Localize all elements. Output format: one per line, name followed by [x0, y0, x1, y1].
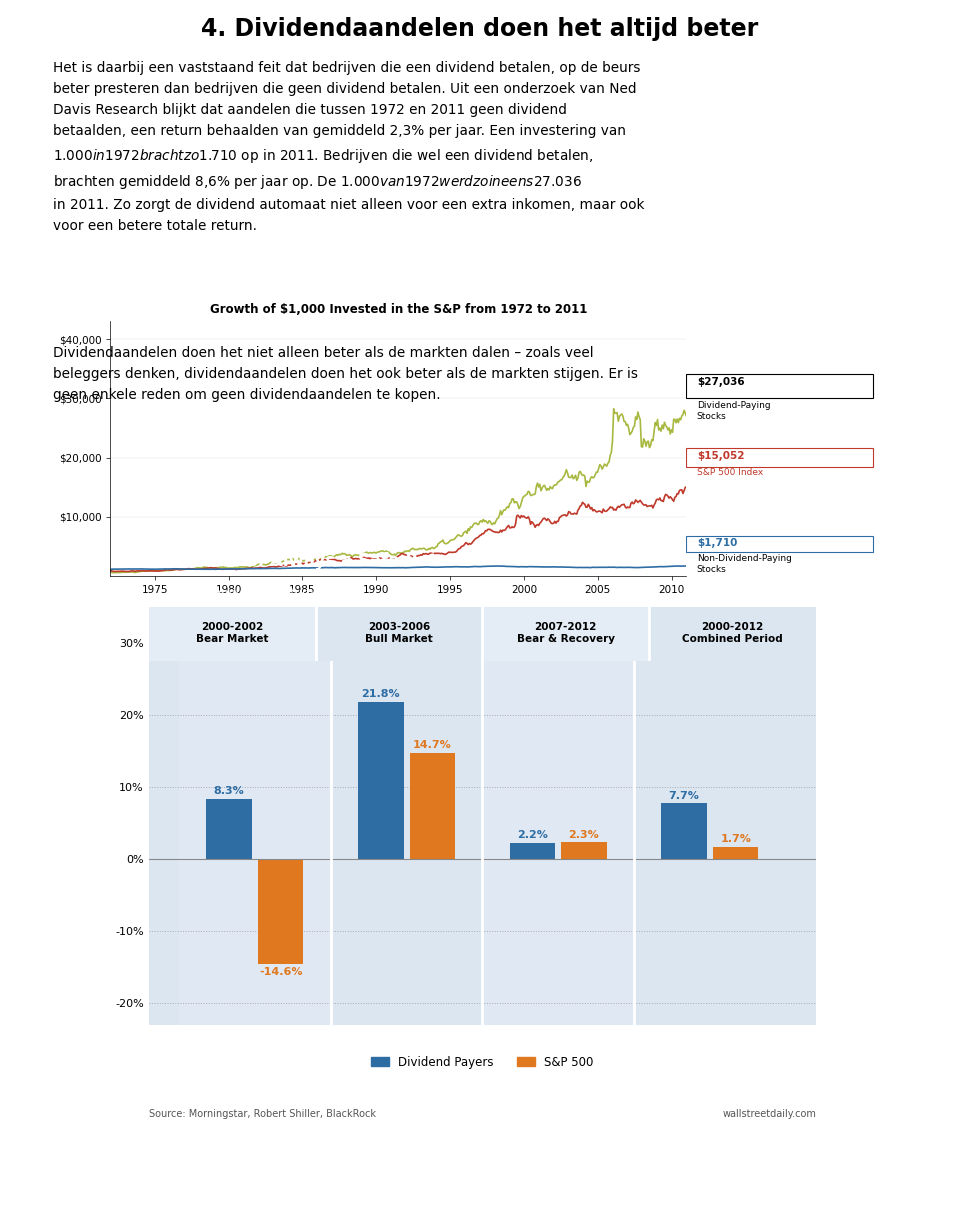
Bar — [510, 843, 555, 859]
Bar — [206, 799, 252, 859]
Text: Dividend-Paying
Stocks: Dividend-Paying Stocks — [697, 402, 770, 421]
Text: S&P 500 Index: S&P 500 Index — [697, 468, 763, 478]
Text: Average annualized returns: Average annualized returns — [165, 588, 320, 598]
Bar — [358, 702, 403, 859]
Text: 2000-2012
Combined Period: 2000-2012 Combined Period — [683, 621, 783, 644]
Bar — [410, 753, 455, 859]
Text: 1.7%: 1.7% — [720, 833, 751, 844]
Text: Non-Dividend-Paying
Stocks: Non-Dividend-Paying Stocks — [697, 554, 792, 574]
Text: 2.2%: 2.2% — [517, 830, 548, 841]
Bar — [562, 843, 607, 859]
Text: wallstreetdaily.com: wallstreetdaily.com — [722, 1109, 816, 1118]
Bar — [180, 606, 331, 1025]
Text: -14.6%: -14.6% — [259, 967, 302, 978]
Bar — [649, 606, 816, 661]
Text: $15,052: $15,052 — [697, 451, 744, 461]
Text: 21.8%: 21.8% — [362, 689, 400, 699]
Text: 8.3%: 8.3% — [214, 786, 245, 796]
Text: 2007-2012
Bear & Recovery: 2007-2012 Bear & Recovery — [516, 621, 614, 644]
Legend: Dividend Payers, S&P 500: Dividend Payers, S&P 500 — [367, 1050, 598, 1074]
Text: Pagina 6: Pagina 6 — [854, 1184, 908, 1196]
Text: 2003-2006
Bull Market: 2003-2006 Bull Market — [365, 621, 433, 644]
Text: 7.7%: 7.7% — [668, 791, 700, 801]
Bar — [713, 847, 758, 859]
Text: Dividendaandelen doen het niet alleen beter als de markten dalen – zoals veel
be: Dividendaandelen doen het niet alleen be… — [53, 346, 637, 402]
Text: 2000-2002
Bear Market: 2000-2002 Bear Market — [196, 621, 269, 644]
Text: D i v i d e n d   A u t o m a a t   ©   S l i m   i n   D i v i d e n d: D i v i d e n d A u t o m a a t © S l i … — [211, 1184, 595, 1196]
Text: $1,710: $1,710 — [697, 539, 737, 548]
Text: Dividends: Always a Safe Bet: Dividends: Always a Safe Bet — [165, 552, 438, 570]
Bar — [331, 606, 483, 1025]
Bar — [316, 606, 483, 661]
Text: 4. Dividendaandelen doen het altijd beter: 4. Dividendaandelen doen het altijd bete… — [202, 17, 758, 41]
Bar — [258, 859, 303, 964]
Text: 2.3%: 2.3% — [568, 830, 599, 839]
Text: Source: Morningstar, Robert Shiller, BlackRock: Source: Morningstar, Robert Shiller, Bla… — [149, 1109, 375, 1118]
Title: Growth of $1,000 Invested in the S&P from 1972 to 2011: Growth of $1,000 Invested in the S&P fro… — [209, 303, 588, 317]
Bar — [634, 606, 785, 1025]
FancyBboxPatch shape — [686, 536, 873, 552]
Bar — [661, 803, 707, 859]
Text: $27,036: $27,036 — [697, 377, 744, 387]
Bar — [483, 606, 649, 661]
FancyBboxPatch shape — [686, 448, 873, 467]
Bar — [149, 606, 316, 661]
Text: Het is daarbij een vaststaand feit dat bedrijven die een dividend betalen, op de: Het is daarbij een vaststaand feit dat b… — [53, 61, 644, 233]
FancyBboxPatch shape — [686, 374, 873, 398]
Bar — [483, 606, 634, 1025]
Text: 14.7%: 14.7% — [413, 740, 452, 750]
